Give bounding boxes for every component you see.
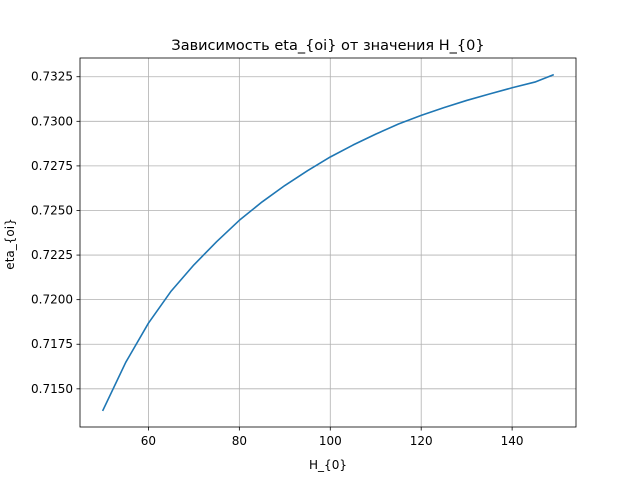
- chart-title: Зависимость eta_{oi} от значения H_{0}: [171, 38, 484, 54]
- y-tick-label: 0.7300: [31, 114, 73, 128]
- plot-frame: [79, 57, 577, 428]
- x-tick-label: 120: [410, 434, 433, 448]
- grid-lines: [80, 58, 576, 427]
- y-axis-label: eta_{oi}: [3, 218, 17, 269]
- y-tick-label: 0.7200: [31, 293, 73, 307]
- series-line: [101, 73, 555, 412]
- x-axis: 60 80 100 120 140: [141, 427, 524, 448]
- x-tick-label: 140: [501, 434, 524, 448]
- series-layer: [101, 73, 555, 412]
- x-axis-label: H_{0}: [309, 458, 347, 472]
- y-tick-label: 0.7175: [31, 337, 73, 351]
- y-tick-label: 0.7325: [31, 70, 73, 84]
- y-tick-label: 0.7150: [31, 382, 73, 396]
- x-tick-label: 80: [232, 434, 247, 448]
- x-tick-label: 60: [141, 434, 156, 448]
- y-tick-label: 0.7225: [31, 248, 73, 262]
- y-tick-label: 0.7250: [31, 203, 73, 217]
- y-axis: 0.7150 0.7175 0.7200 0.7225 0.7250 0.7275 0.73…: [31, 70, 80, 396]
- y-tick-label: 0.7275: [31, 159, 73, 173]
- x-tick-label: 100: [319, 434, 342, 448]
